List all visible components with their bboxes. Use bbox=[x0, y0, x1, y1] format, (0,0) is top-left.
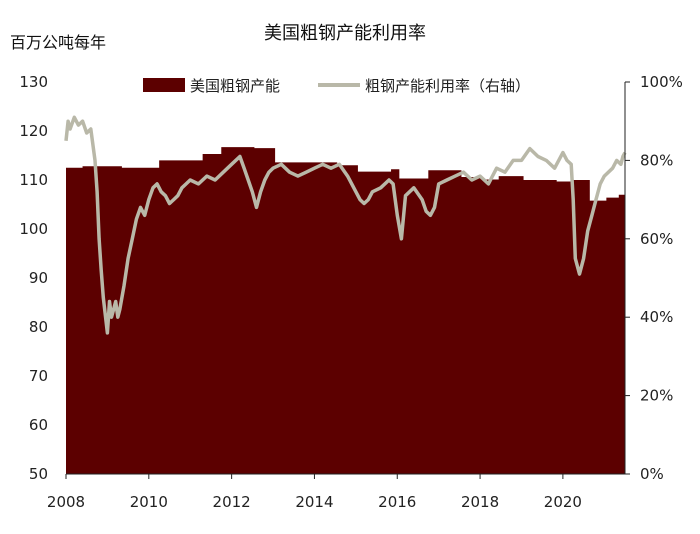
x-tick-label: 2018 bbox=[461, 493, 499, 511]
left-tick-label: 130 bbox=[19, 73, 48, 91]
left-tick-label: 80 bbox=[29, 318, 48, 336]
right-tick-label: 20% bbox=[640, 387, 673, 405]
x-tick-label: 2014 bbox=[295, 493, 333, 511]
left-axis-unit-label: 百万公吨每年 bbox=[10, 33, 106, 52]
legend: 美国粗钢产能 粗钢产能利用率（右轴） bbox=[143, 77, 530, 95]
left-tick-label: 60 bbox=[29, 416, 48, 434]
chart-title: 美国粗钢产能利用率 bbox=[264, 23, 426, 44]
right-tick-label: 100% bbox=[640, 73, 683, 91]
legend-label-capacity: 美国粗钢产能 bbox=[190, 77, 280, 95]
left-tick-label: 70 bbox=[29, 367, 48, 385]
left-tick-label: 110 bbox=[19, 171, 48, 189]
series-utilization-line bbox=[64, 115, 627, 335]
right-tick-label: 60% bbox=[640, 230, 673, 248]
x-tick-label: 2012 bbox=[213, 493, 251, 511]
x-tick-label: 2016 bbox=[378, 493, 416, 511]
right-tick-label: 40% bbox=[640, 308, 673, 326]
x-tick-label: 2008 bbox=[47, 493, 85, 511]
left-tick-label: 100 bbox=[19, 220, 48, 238]
series-capacity-area bbox=[66, 147, 625, 475]
x-tick-label: 2020 bbox=[544, 493, 582, 511]
axes: 50 60 70 80 90 100 110 120 130 0% 20% 40% 60% 80% 100%… bbox=[19, 73, 683, 511]
right-tick-label: 80% bbox=[640, 151, 673, 169]
legend-swatch-capacity bbox=[143, 78, 185, 92]
legend-label-utilization: 粗钢产能利用率（右轴） bbox=[365, 77, 530, 95]
left-tick-label: 120 bbox=[19, 122, 48, 140]
left-tick-label: 90 bbox=[29, 269, 48, 287]
plot-area bbox=[64, 115, 627, 475]
x-tick-label: 2010 bbox=[130, 493, 168, 511]
right-tick-label: 0% bbox=[640, 465, 664, 483]
left-tick-label: 50 bbox=[29, 465, 48, 483]
